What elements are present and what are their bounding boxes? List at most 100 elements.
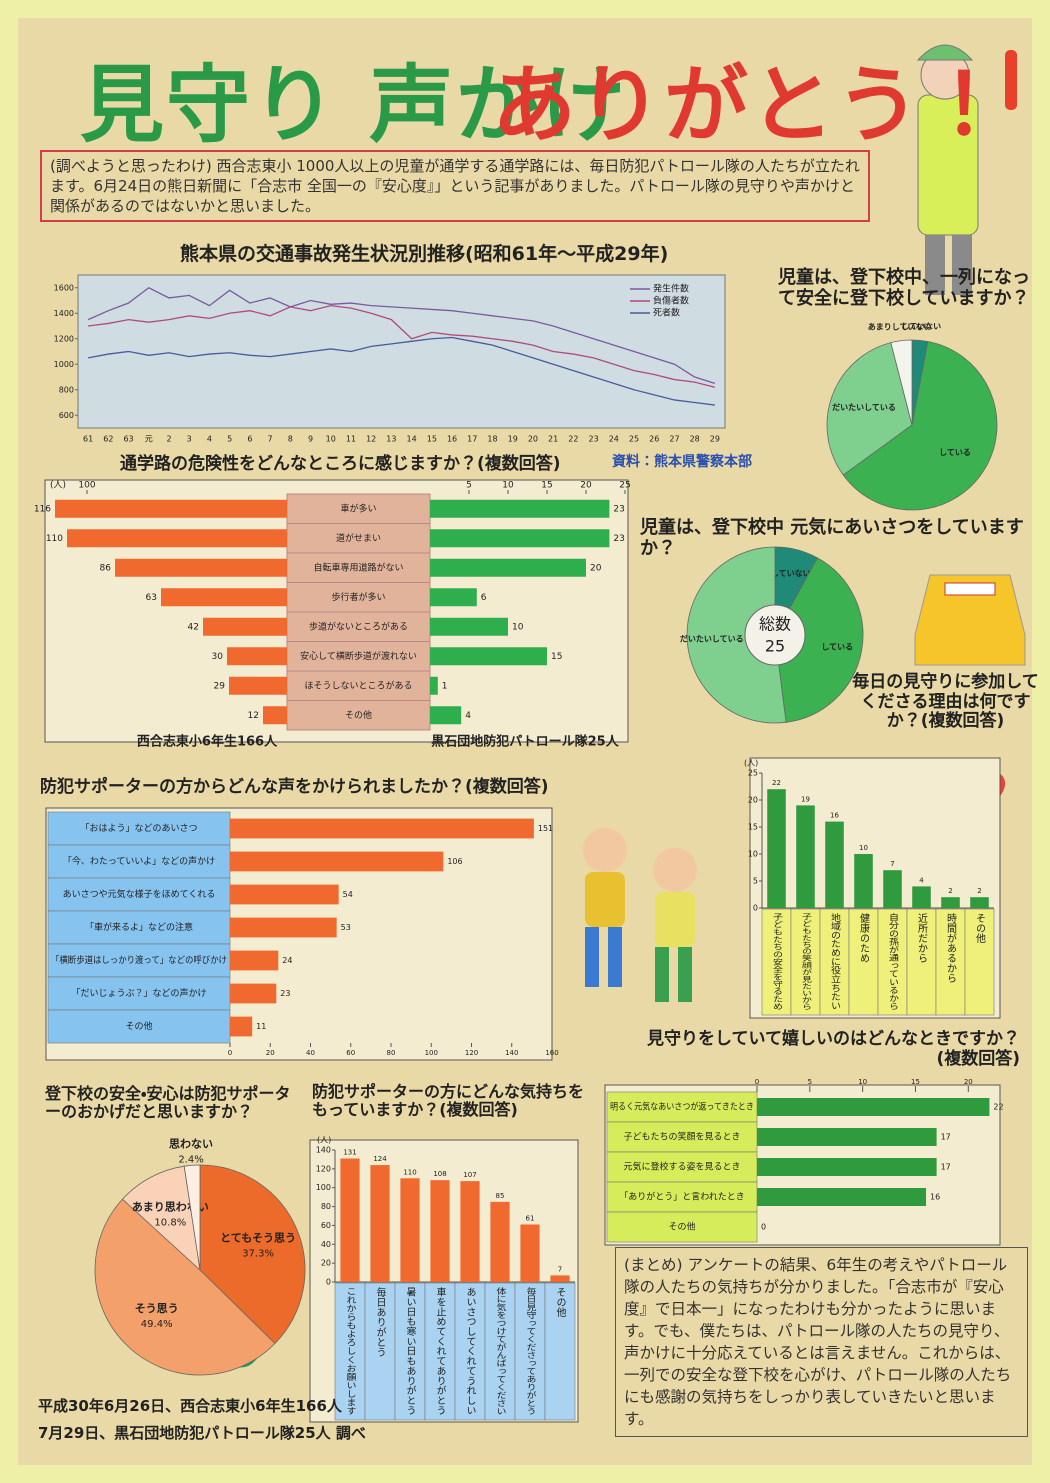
bar: [230, 885, 339, 905]
unit-label: (人): [317, 1136, 331, 1145]
y-tick-label: 1400: [54, 309, 74, 318]
value-label: 23: [613, 504, 624, 514]
x-tick-label: 5: [808, 1078, 812, 1086]
category-label: 車を止めてくれてありがとう: [434, 1286, 446, 1415]
value-label: 15: [551, 652, 562, 662]
x-tick-label: 0: [755, 1078, 759, 1086]
x-tick-label: 26: [649, 435, 659, 444]
category-label: 近所だから: [916, 913, 928, 963]
value-label: 12: [248, 711, 259, 721]
value-label: 49.4%: [141, 1319, 173, 1330]
value-label: 106: [447, 857, 462, 866]
x-tick-label: 20: [580, 481, 592, 491]
bar: [430, 529, 609, 547]
value-label: 23: [280, 989, 290, 998]
value-label: 151: [538, 824, 553, 833]
bar: [55, 500, 287, 518]
bar: [430, 677, 438, 695]
category-label: ほそうしないところがある: [304, 679, 412, 691]
value-label: 16: [830, 812, 839, 820]
chart-title: 防犯サポーターの方からどんな声をかけられましたか？(複数回答): [40, 778, 560, 798]
value-label: 22: [772, 779, 781, 787]
value-label: 10.8%: [154, 1217, 186, 1228]
x-tick-label: 11: [346, 435, 356, 444]
bar: [757, 1188, 926, 1206]
x-tick-label: 12: [366, 435, 376, 444]
value-label: 61: [526, 1214, 535, 1222]
unit-label: (人): [50, 481, 66, 491]
value-label: 19: [801, 795, 810, 803]
y-tick-label: 5: [753, 877, 758, 886]
x-tick-label: 16: [447, 435, 457, 444]
x-tick-label: 24: [609, 435, 619, 444]
chart-title: 毎日の見守りに参加してくださる理由は何ですか？(複数回答): [848, 673, 1043, 732]
x-tick-label: 10: [858, 1078, 867, 1086]
value-label: 110: [46, 534, 63, 544]
bar: [757, 1128, 937, 1146]
category-label: あいさつや元気な様子をほめてくれる: [63, 888, 216, 900]
bar: [757, 1158, 937, 1176]
y-tick-label: 600: [59, 411, 74, 420]
x-tick-label: 13: [386, 435, 396, 444]
y-tick-label: 120: [316, 1164, 331, 1173]
x-tick-label: 15: [427, 435, 437, 444]
bar: [230, 918, 337, 938]
category-label: あいさつしてくれてうれしい: [464, 1287, 476, 1415]
y-tick-label: 10: [748, 850, 758, 859]
slice-label: している: [939, 448, 971, 457]
chart-source: 資料：熊本県警察本部: [612, 454, 812, 470]
category-label: 健康のため: [858, 913, 870, 963]
value-label: 7: [890, 860, 894, 868]
value-label: 107: [463, 1171, 476, 1179]
bar: [912, 886, 931, 908]
x-tick-label: 20: [964, 1078, 973, 1086]
x-tick-label: 61: [83, 435, 93, 444]
x-tick-label: 20: [266, 1049, 275, 1057]
x-tick-label: 28: [690, 435, 700, 444]
category-label: 明るく元気なあいさつが返ってきたとき: [610, 1101, 754, 1113]
value-label: 85: [496, 1192, 505, 1200]
bar: [430, 706, 461, 724]
value-label: 23: [613, 534, 624, 544]
y-tick-label: 0: [326, 1278, 331, 1287]
chart-title: 児童は、登下校中 元気にあいさつをしていますか？: [640, 518, 1040, 559]
value-label: 2.4%: [178, 1154, 203, 1165]
value-label: 11: [256, 1022, 266, 1031]
category-label: その他: [974, 913, 986, 944]
x-tick-label: 20: [528, 435, 538, 444]
y-tick-label: 140: [316, 1146, 331, 1155]
bar: [430, 559, 586, 577]
bar: [520, 1224, 539, 1282]
x-tick-label: 19: [508, 435, 518, 444]
x-tick-label: 5: [466, 481, 472, 491]
value-label: 116: [34, 504, 51, 514]
bar: [825, 822, 844, 908]
bar: [767, 789, 786, 908]
y-tick-label: 15: [748, 823, 758, 832]
poster: 6008001000120014001600616263元23456789101…: [0, 0, 1050, 1483]
bar: [430, 618, 508, 636]
slice-label: とてもそう思う: [220, 1232, 296, 1245]
x-tick-label: 25: [629, 435, 639, 444]
x-tick-label: 3: [187, 435, 192, 444]
category-label: 「ありがとう」と言われたとき: [619, 1191, 745, 1203]
title-red: ありがとう！: [492, 38, 1008, 159]
x-tick-label: 29: [710, 435, 720, 444]
value-label: 24: [282, 956, 292, 965]
chart-title: 防犯サポーターの方にどんな気持ちをもっていますか？(複数回答): [312, 1083, 592, 1120]
value-label: 10: [859, 844, 868, 852]
value-label: 2: [977, 887, 981, 895]
slice-label: そう思う: [135, 1302, 179, 1315]
slice-label: あまりしていない: [868, 322, 932, 331]
bar: [263, 706, 287, 724]
x-tick-label: 0: [228, 1049, 232, 1057]
category-label: その他: [554, 1287, 566, 1318]
value-label: 63: [146, 593, 157, 603]
y-tick-label: 20: [748, 796, 758, 805]
children: [583, 828, 697, 1002]
x-tick-label: 2: [166, 435, 171, 444]
value-label: 108: [433, 1170, 446, 1178]
value-label: 17: [941, 1133, 951, 1142]
legend-label: 発生件数: [653, 283, 689, 295]
x-tick-label: 17: [467, 435, 477, 444]
